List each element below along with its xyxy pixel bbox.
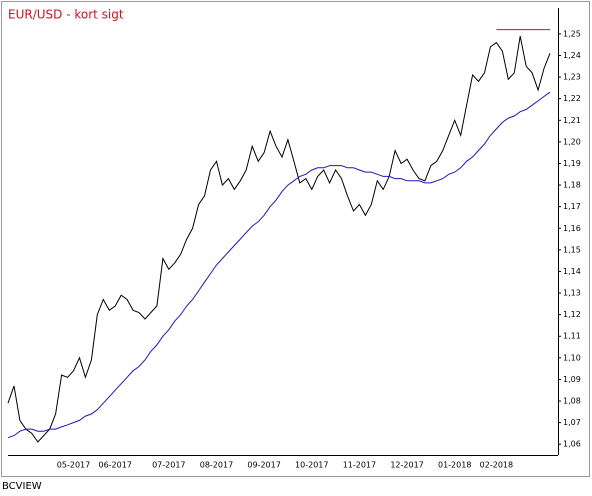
x-tick-label: 07-2017: [152, 461, 185, 470]
x-tick-label: 08-2017: [200, 461, 233, 470]
y-tick-label: 1,25: [563, 29, 581, 38]
x-tick-label: 05-2017: [57, 461, 90, 470]
y-tick-label: 1,10: [563, 353, 581, 362]
x-tick-label: 02-2018: [480, 461, 513, 470]
y-tick-label: 1,17: [563, 202, 581, 211]
y-tick-label: 1,08: [563, 397, 581, 406]
y-tick-label: 1,15: [563, 245, 581, 254]
x-tick-label: 12-2017: [390, 461, 423, 470]
y-tick-label: 1,14: [563, 267, 581, 276]
y-tick-label: 1,06: [563, 440, 581, 449]
y-tick-label: 1,22: [563, 94, 581, 103]
frame: [1, 1, 590, 477]
x-tick-label: 10-2017: [295, 461, 328, 470]
y-tick-label: 1,24: [563, 51, 581, 60]
y-tick-label: 1,20: [563, 137, 581, 146]
x-tick-label: 01-2018: [438, 461, 471, 470]
chart-title: EUR/USD - kort sigt: [8, 8, 124, 22]
y-tick-label: 1,07: [563, 418, 581, 427]
y-tick-label: 1,21: [563, 116, 581, 125]
y-tick-label: 1,12: [563, 310, 581, 319]
x-tick-label: 09-2017: [247, 461, 280, 470]
y-tick-label: 1,19: [563, 159, 581, 168]
series-line: [7, 36, 551, 443]
y-tick-label: 1,16: [563, 224, 581, 233]
y-tick-label: 1,23: [563, 73, 581, 82]
y-tick-label: 1,11: [563, 332, 581, 341]
source-label: BCVIEW: [2, 481, 42, 492]
series-line: [7, 91, 551, 439]
y-tick-label: 1,18: [563, 181, 581, 190]
x-tick-label: 06-2017: [98, 461, 131, 470]
x-tick-label: 11-2017: [343, 461, 376, 470]
y-tick-label: 1,09: [563, 375, 581, 384]
y-tick-label: 1,13: [563, 289, 581, 298]
